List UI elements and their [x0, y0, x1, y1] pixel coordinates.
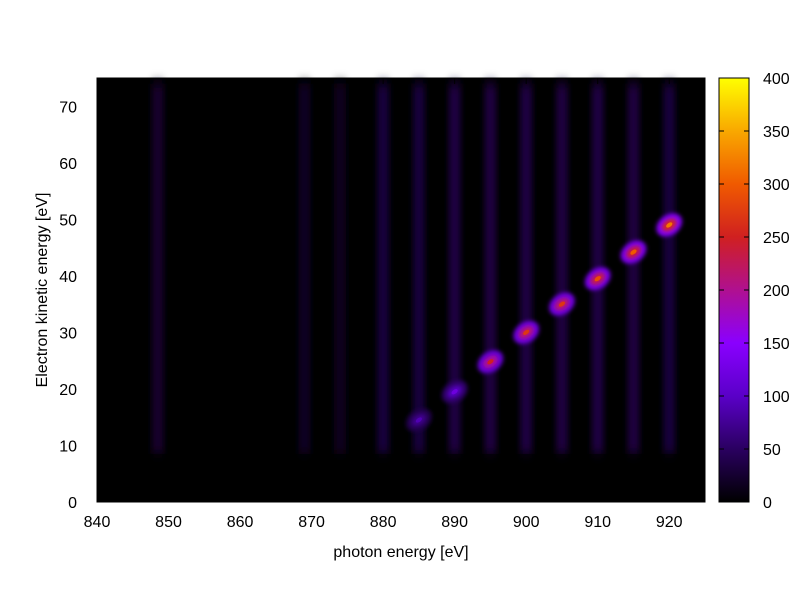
peak-center [451, 389, 458, 395]
x-axis-label: photon energy [eV] [333, 544, 468, 561]
y-tick-label: 0 [68, 495, 77, 512]
peak-center [487, 359, 494, 365]
peak-spot [620, 240, 647, 264]
background-band [298, 83, 311, 454]
plot-background [97, 78, 705, 502]
background-band [627, 83, 640, 454]
x-tick-label: 840 [84, 514, 111, 531]
x-tick-label: 870 [298, 514, 325, 531]
background-band [520, 83, 533, 454]
peak-spot [584, 267, 611, 291]
colorbar-tick-label: 0 [763, 495, 772, 512]
background-band [151, 83, 164, 454]
colorbar-tick-label: 350 [763, 124, 790, 141]
colorbar-tick-label: 250 [763, 230, 790, 247]
x-tick-label: 880 [370, 514, 397, 531]
background-band [448, 83, 461, 454]
y-tick-label: 10 [59, 438, 77, 455]
peak-center [594, 276, 601, 282]
x-tick-label: 910 [584, 514, 611, 531]
colorbar: 0 50 100 150 200 250 300 350 400 [718, 71, 790, 512]
peak-spots [406, 213, 683, 432]
peak-spot [441, 380, 468, 404]
peak-spot [513, 320, 539, 344]
y-tick-label: 70 [59, 99, 77, 116]
y-tick-label: 60 [59, 156, 77, 173]
x-axis-ticks: 840 850 860 870 880 890 900 910 920 [84, 78, 683, 531]
y-tick-label: 20 [59, 382, 77, 399]
floor-band [97, 453, 705, 502]
y-axis-label: Electron kinetic energy [eV] [34, 193, 51, 388]
x-tick-label: 860 [227, 514, 254, 531]
background-band [484, 83, 497, 454]
background-band [377, 83, 390, 454]
plot-frame [96, 77, 706, 503]
peak-center [558, 301, 566, 307]
peak-center [666, 222, 673, 228]
peak-spot [406, 408, 432, 432]
y-tick-label: 40 [59, 269, 77, 286]
plot-area [96, 77, 706, 503]
peak-center [415, 417, 422, 423]
colorbar-tick-label: 200 [763, 283, 790, 300]
x-tick-label: 850 [155, 514, 182, 531]
peak-spot [549, 292, 575, 316]
y-tick-label: 30 [59, 325, 77, 342]
colorbar-tick-label: 100 [763, 389, 790, 406]
background-band [663, 83, 676, 454]
peak-spot [656, 213, 683, 237]
background-band [334, 83, 347, 454]
peak-spot [477, 350, 504, 374]
colorbar-tick-label: 150 [763, 336, 790, 353]
x-tick-label: 890 [441, 514, 468, 531]
peak-center [523, 329, 530, 335]
colorbar-ticks: 0 50 100 150 200 250 300 350 400 [719, 71, 790, 512]
background-band [555, 83, 568, 454]
colorbar-tick-label: 50 [763, 442, 781, 459]
x-tick-label: 900 [513, 514, 540, 531]
colorbar-tick-label: 300 [763, 177, 790, 194]
colorbar-tick-label: 400 [763, 71, 790, 88]
x-tick-label: 920 [656, 514, 683, 531]
background-band [412, 83, 425, 454]
y-axis-ticks: 0 10 20 30 40 50 60 70 [59, 99, 705, 512]
y-tick-label: 50 [59, 212, 77, 229]
peak-center [630, 249, 637, 255]
